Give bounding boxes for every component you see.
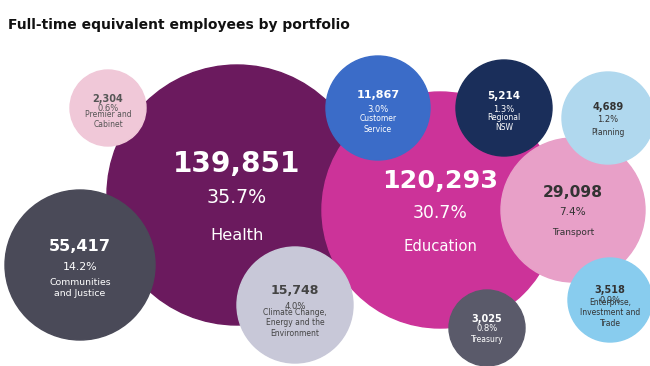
Text: 139,851: 139,851 (174, 150, 301, 178)
Text: 14.2%: 14.2% (62, 262, 98, 272)
Text: 15,748: 15,748 (271, 284, 319, 298)
Ellipse shape (107, 65, 367, 325)
Text: 1.2%: 1.2% (597, 115, 619, 123)
Text: 2,304: 2,304 (92, 94, 124, 104)
Text: Health: Health (211, 228, 264, 243)
Ellipse shape (5, 190, 155, 340)
Text: 7.4%: 7.4% (560, 206, 586, 217)
Text: 3,518: 3,518 (595, 285, 625, 295)
Text: 120,293: 120,293 (382, 169, 498, 194)
Text: Regional
NSW: Regional NSW (488, 113, 521, 132)
Ellipse shape (70, 70, 146, 146)
Text: Communities
and Justice: Communities and Justice (49, 279, 110, 298)
Ellipse shape (456, 60, 552, 156)
Ellipse shape (322, 92, 558, 328)
Text: 5,214: 5,214 (488, 92, 521, 101)
Ellipse shape (326, 56, 430, 160)
Ellipse shape (237, 247, 353, 363)
Ellipse shape (501, 138, 645, 282)
Text: 4,689: 4,689 (592, 102, 623, 112)
Text: Premier and
Cabinet: Premier and Cabinet (84, 110, 131, 130)
Text: 1.3%: 1.3% (493, 105, 515, 113)
Text: Customer
Service: Customer Service (359, 114, 396, 134)
Text: 35.7%: 35.7% (207, 188, 267, 208)
Text: Full-time equivalent employees by portfolio: Full-time equivalent employees by portfo… (8, 18, 350, 32)
Text: 11,867: 11,867 (356, 90, 400, 100)
Text: 0.8%: 0.8% (476, 324, 498, 333)
Text: 0.9%: 0.9% (599, 296, 621, 305)
Text: 3,025: 3,025 (472, 314, 502, 324)
Text: 29,098: 29,098 (543, 185, 603, 200)
Text: Treasury: Treasury (471, 335, 503, 344)
Text: Climate Change,
Energy and the
Environment: Climate Change, Energy and the Environme… (263, 308, 327, 338)
Text: Planning: Planning (592, 128, 625, 137)
Text: 30.7%: 30.7% (413, 203, 467, 221)
Ellipse shape (562, 72, 650, 164)
Text: Transport: Transport (552, 228, 594, 237)
Text: Education: Education (403, 239, 477, 254)
Text: Enterprise,
Investment and
Trade: Enterprise, Investment and Trade (580, 298, 640, 328)
Text: 55,417: 55,417 (49, 239, 111, 254)
Text: 3.0%: 3.0% (367, 105, 389, 114)
Text: 4.0%: 4.0% (284, 302, 306, 311)
Ellipse shape (449, 290, 525, 366)
Text: 0.6%: 0.6% (98, 104, 118, 113)
Ellipse shape (568, 258, 650, 342)
